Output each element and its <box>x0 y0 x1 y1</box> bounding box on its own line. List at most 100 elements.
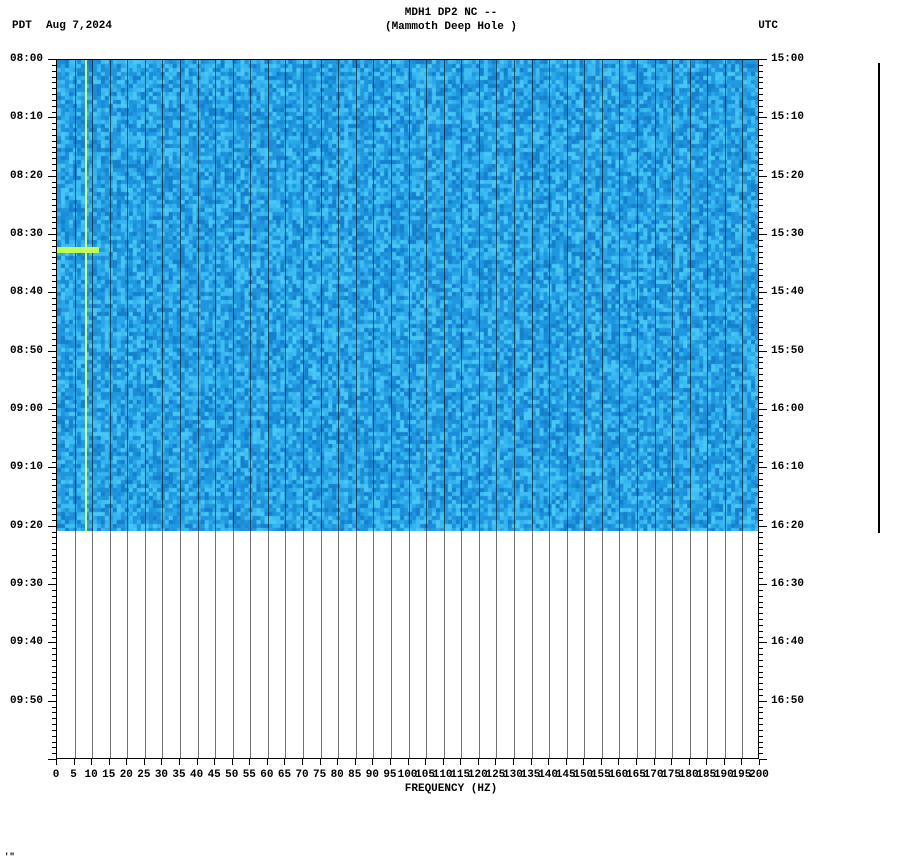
grid-line <box>479 60 480 758</box>
grid-line <box>496 60 497 758</box>
x-tick-label: 80 <box>331 769 344 781</box>
y-tick-left <box>52 718 56 719</box>
y-tick-right <box>759 100 763 101</box>
x-tick-label: 85 <box>348 769 361 781</box>
grid-line <box>338 60 339 758</box>
x-tick <box>232 759 233 765</box>
y-tick-left <box>52 322 56 323</box>
y-tick-left <box>52 386 56 387</box>
y-tick-right <box>759 310 763 311</box>
y-tick-left <box>52 333 56 334</box>
y-tick-left <box>48 351 56 352</box>
grid-line <box>127 60 128 758</box>
y-tick-left <box>52 211 56 212</box>
y-tick-right <box>759 164 763 165</box>
y-tick-right <box>759 736 763 737</box>
timezone-right-label: UTC <box>758 20 778 32</box>
x-tick <box>320 759 321 765</box>
y-tick-label-left: 08:30 <box>10 228 43 240</box>
y-tick-right <box>759 415 763 416</box>
x-tick-label: 60 <box>260 769 273 781</box>
y-tick-right <box>759 106 763 107</box>
x-axis-title: FREQUENCY (HZ) <box>0 783 902 795</box>
y-tick-left <box>52 380 56 381</box>
y-tick-left <box>52 736 56 737</box>
grid-line <box>285 60 286 758</box>
y-tick-right <box>759 380 763 381</box>
y-tick-left <box>52 275 56 276</box>
grid-line <box>145 60 146 758</box>
x-tick-label: 10 <box>85 769 98 781</box>
y-tick-right <box>759 117 767 118</box>
y-tick-left <box>52 637 56 638</box>
x-tick <box>197 759 198 765</box>
y-tick-left <box>52 368 56 369</box>
y-tick-left <box>48 409 56 410</box>
grid-line <box>461 60 462 758</box>
y-tick-right <box>759 135 763 136</box>
y-tick-label-right: 16:20 <box>771 520 804 532</box>
grid-line <box>409 60 410 758</box>
plot-frame <box>56 59 759 759</box>
x-tick <box>126 759 127 765</box>
y-tick-right <box>759 59 767 60</box>
y-tick-right <box>759 438 763 439</box>
y-tick-right <box>759 287 763 288</box>
x-tick <box>284 759 285 765</box>
y-tick-right <box>759 246 763 247</box>
x-tick-label: 45 <box>208 769 221 781</box>
y-tick-right <box>759 462 763 463</box>
y-tick-left <box>52 112 56 113</box>
x-tick <box>478 759 479 765</box>
y-tick-left <box>52 712 56 713</box>
y-tick-right <box>759 567 763 568</box>
x-tick-label: 75 <box>313 769 326 781</box>
y-tick-right <box>759 368 763 369</box>
y-tick-left <box>52 129 56 130</box>
y-tick-label-left: 09:50 <box>10 695 43 707</box>
y-tick-left <box>52 462 56 463</box>
y-tick-label-left: 08:50 <box>10 345 43 357</box>
y-tick-left <box>52 82 56 83</box>
footer-mark: '" <box>4 852 15 862</box>
x-tick-label: 200 <box>749 769 769 781</box>
timezone-left-label: PDT <box>12 20 32 32</box>
y-tick-label-left: 08:40 <box>10 286 43 298</box>
colorbar-line <box>878 63 880 533</box>
grid-line <box>690 60 691 758</box>
y-tick-left <box>52 374 56 375</box>
x-tick-label: 5 <box>70 769 77 781</box>
y-tick-right <box>759 607 763 608</box>
x-tick-label: 35 <box>172 769 185 781</box>
y-tick-left <box>52 141 56 142</box>
y-tick-left <box>52 497 56 498</box>
x-tick-label: 65 <box>278 769 291 781</box>
y-tick-right <box>759 129 763 130</box>
y-tick-right <box>759 374 763 375</box>
y-tick-left <box>52 683 56 684</box>
y-tick-left <box>52 252 56 253</box>
x-tick <box>109 759 110 765</box>
y-tick-left <box>52 94 56 95</box>
y-tick-right <box>759 345 763 346</box>
y-tick-left <box>52 339 56 340</box>
x-tick-label: 25 <box>137 769 150 781</box>
y-tick-right <box>759 362 763 363</box>
y-tick-right <box>759 485 763 486</box>
x-tick <box>636 759 637 765</box>
y-tick-left <box>52 100 56 101</box>
y-tick-left <box>52 596 56 597</box>
y-tick-label-left: 09:30 <box>10 578 43 590</box>
y-tick-label-right: 15:40 <box>771 286 804 298</box>
y-tick-right <box>759 147 763 148</box>
y-tick-right <box>759 654 763 655</box>
y-tick-label-right: 16:40 <box>771 636 804 648</box>
grid-line <box>110 60 111 758</box>
y-tick-right <box>759 409 767 410</box>
grid-line <box>162 60 163 758</box>
y-tick-right <box>759 683 763 684</box>
y-tick-left <box>52 549 56 550</box>
y-tick-left <box>52 316 56 317</box>
y-tick-left <box>52 106 56 107</box>
y-tick-left <box>48 642 56 643</box>
